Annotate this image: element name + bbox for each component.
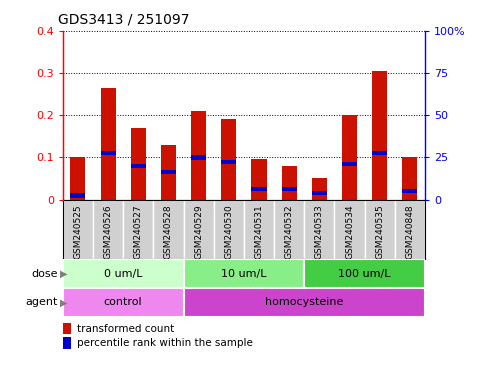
Bar xyxy=(63,259,184,288)
Bar xyxy=(63,200,93,259)
Bar xyxy=(402,157,417,200)
Text: GSM240527: GSM240527 xyxy=(134,204,143,259)
Bar xyxy=(63,288,184,317)
Text: agent: agent xyxy=(26,297,58,308)
Text: control: control xyxy=(104,297,142,308)
Text: GSM240529: GSM240529 xyxy=(194,204,203,259)
Bar xyxy=(161,170,176,174)
Bar xyxy=(184,259,304,288)
Bar xyxy=(100,151,115,155)
Bar xyxy=(184,288,425,317)
Bar xyxy=(63,337,71,349)
Text: GSM240532: GSM240532 xyxy=(284,204,294,259)
Text: GSM240848: GSM240848 xyxy=(405,204,414,259)
Text: GSM240530: GSM240530 xyxy=(224,204,233,259)
Bar xyxy=(372,151,387,155)
Bar xyxy=(221,160,236,164)
Bar xyxy=(274,200,304,259)
Bar xyxy=(93,200,123,259)
Bar xyxy=(191,111,206,200)
Text: 100 um/L: 100 um/L xyxy=(339,268,391,279)
Bar xyxy=(63,323,71,334)
Bar xyxy=(154,200,184,259)
Bar xyxy=(161,145,176,200)
Text: GDS3413 / 251097: GDS3413 / 251097 xyxy=(58,13,189,27)
Bar xyxy=(213,200,244,259)
Bar xyxy=(71,194,85,197)
Bar xyxy=(365,200,395,259)
Bar xyxy=(304,259,425,288)
Bar xyxy=(100,88,115,200)
Text: GSM240531: GSM240531 xyxy=(255,204,264,259)
Bar xyxy=(244,200,274,259)
Text: ▶: ▶ xyxy=(60,297,68,308)
Text: homocysteine: homocysteine xyxy=(265,297,343,308)
Text: GSM240533: GSM240533 xyxy=(315,204,324,259)
Bar xyxy=(395,200,425,259)
Bar xyxy=(304,200,334,259)
Text: GSM240526: GSM240526 xyxy=(103,204,113,259)
Text: percentile rank within the sample: percentile rank within the sample xyxy=(77,338,253,348)
Bar xyxy=(334,200,365,259)
Bar xyxy=(191,155,206,160)
Text: dose: dose xyxy=(31,268,58,279)
Bar xyxy=(123,200,154,259)
Text: GSM240525: GSM240525 xyxy=(73,204,83,259)
Text: GSM240534: GSM240534 xyxy=(345,204,354,259)
Text: 10 um/L: 10 um/L xyxy=(221,268,267,279)
Text: transformed count: transformed count xyxy=(77,324,174,334)
Bar xyxy=(342,115,357,200)
Bar xyxy=(312,178,327,200)
Bar xyxy=(221,119,236,200)
Text: GSM240528: GSM240528 xyxy=(164,204,173,259)
Bar xyxy=(402,189,417,193)
Bar xyxy=(131,164,146,168)
Bar xyxy=(282,187,297,191)
Bar xyxy=(131,128,146,200)
Bar xyxy=(372,71,387,200)
Bar xyxy=(282,166,297,200)
Bar xyxy=(312,191,327,195)
Bar xyxy=(252,159,267,200)
Bar xyxy=(342,162,357,166)
Bar xyxy=(252,187,267,191)
Bar xyxy=(184,200,213,259)
Text: 0 um/L: 0 um/L xyxy=(104,268,142,279)
Bar xyxy=(71,157,85,200)
Text: ▶: ▶ xyxy=(60,268,68,279)
Text: GSM240535: GSM240535 xyxy=(375,204,384,259)
